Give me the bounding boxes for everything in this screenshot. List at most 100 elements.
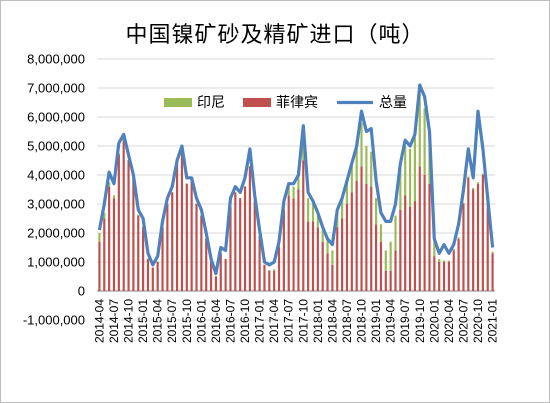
bar-indonesia bbox=[146, 258, 150, 260]
bar-philippines bbox=[292, 198, 295, 291]
bar-philippines bbox=[190, 180, 193, 291]
x-tick-label: 2015-01 bbox=[136, 299, 150, 343]
bar-philippines bbox=[360, 166, 363, 291]
x-tick-label: 2020-10 bbox=[471, 299, 485, 343]
bar-philippines bbox=[195, 204, 198, 291]
bar-indonesia bbox=[307, 198, 310, 222]
bar-indonesia bbox=[472, 188, 475, 190]
bar-indonesia bbox=[423, 108, 426, 175]
bar-philippines bbox=[142, 227, 145, 291]
bar-indonesia bbox=[404, 146, 407, 196]
x-tick-label: 2016-04 bbox=[209, 299, 223, 343]
bar-indonesia bbox=[112, 195, 116, 199]
bar-indonesia bbox=[355, 140, 358, 181]
bar-indonesia bbox=[433, 238, 436, 257]
bar-philippines bbox=[336, 227, 339, 291]
bar-philippines bbox=[311, 221, 315, 291]
bar-philippines bbox=[423, 175, 426, 291]
bar-philippines bbox=[472, 189, 475, 291]
bar-indonesia bbox=[268, 270, 271, 271]
x-tick-label: 2018-01 bbox=[311, 299, 325, 343]
bar-philippines bbox=[486, 204, 489, 291]
bar-indonesia bbox=[311, 204, 315, 222]
bar-indonesia bbox=[413, 137, 417, 202]
x-tick-label: 2016-07 bbox=[223, 299, 237, 343]
bar-philippines bbox=[161, 227, 164, 291]
x-tick-label: 2018-07 bbox=[340, 299, 354, 343]
bar-indonesia bbox=[491, 251, 494, 254]
bar-indonesia bbox=[331, 250, 334, 265]
bar-indonesia bbox=[151, 267, 154, 268]
bar-philippines bbox=[122, 140, 125, 291]
bar-indonesia bbox=[370, 151, 373, 187]
bar-philippines bbox=[248, 166, 251, 291]
bar-philippines bbox=[180, 151, 184, 291]
bar-indonesia bbox=[287, 186, 290, 196]
bar-philippines bbox=[316, 227, 319, 291]
x-tick-label: 2015-04 bbox=[151, 299, 165, 343]
bar-philippines bbox=[404, 195, 407, 291]
bar-indonesia bbox=[365, 146, 368, 184]
bar-philippines bbox=[146, 259, 150, 291]
x-tick-label: 2020-07 bbox=[456, 299, 470, 343]
y-tick-label: 2,000,000 bbox=[27, 226, 85, 241]
bar-philippines bbox=[277, 247, 281, 291]
bar-indonesia bbox=[326, 238, 329, 254]
x-tick-label: 2015-07 bbox=[165, 299, 179, 343]
bar-philippines bbox=[462, 204, 465, 291]
x-tick-label: 2016-01 bbox=[194, 299, 208, 343]
x-tick-label: 2017-10 bbox=[296, 299, 310, 343]
y-tick-label: 7,000,000 bbox=[27, 81, 85, 96]
bar-philippines bbox=[229, 206, 232, 291]
bar-indonesia bbox=[481, 173, 484, 175]
bar-philippines bbox=[112, 198, 116, 291]
bar-philippines bbox=[374, 224, 378, 291]
bar-philippines bbox=[438, 262, 441, 291]
bar-indonesia bbox=[447, 260, 450, 262]
bar-philippines bbox=[200, 215, 203, 291]
bar-indonesia bbox=[442, 260, 446, 262]
bar-philippines bbox=[433, 256, 436, 291]
bar-indonesia bbox=[156, 261, 159, 262]
bar-philippines bbox=[345, 204, 349, 291]
bar-indonesia bbox=[379, 224, 383, 242]
x-tick-label: 2017-01 bbox=[253, 299, 267, 343]
y-tick-label: 4,000,000 bbox=[27, 168, 85, 183]
x-tick-label: 2018-04 bbox=[325, 299, 339, 343]
bar-indonesia bbox=[108, 182, 111, 187]
bar-philippines bbox=[253, 201, 256, 291]
bar-indonesia bbox=[345, 180, 349, 204]
chart-title: 中国镍矿砂及精矿进口（吨） bbox=[125, 23, 425, 48]
bar-indonesia bbox=[292, 186, 295, 199]
x-tick-label: 2019-04 bbox=[384, 299, 398, 343]
bar-indonesia bbox=[462, 202, 465, 204]
bar-indonesia bbox=[452, 248, 455, 251]
bar-philippines bbox=[224, 259, 227, 291]
bar-philippines bbox=[452, 250, 455, 291]
x-tick-label: 2014-04 bbox=[92, 299, 106, 343]
bar-philippines bbox=[457, 238, 460, 291]
bar-philippines bbox=[394, 250, 397, 291]
x-tick-label: 2014-07 bbox=[107, 299, 121, 343]
bar-philippines bbox=[379, 241, 383, 291]
bar-philippines bbox=[108, 186, 111, 291]
bar-philippines bbox=[307, 221, 310, 291]
bar-indonesia bbox=[389, 241, 392, 271]
bar-philippines bbox=[98, 241, 101, 291]
bar-indonesia bbox=[297, 175, 300, 190]
bar-philippines bbox=[302, 160, 305, 291]
bar-philippines bbox=[297, 189, 300, 291]
bar-philippines bbox=[273, 270, 276, 291]
bar-philippines bbox=[127, 160, 130, 291]
bar-indonesia bbox=[360, 122, 363, 167]
line-total bbox=[97, 83, 495, 276]
bar-philippines bbox=[326, 253, 329, 291]
bar-philippines bbox=[166, 204, 169, 291]
bar-indonesia bbox=[137, 214, 140, 216]
bar-indonesia bbox=[98, 233, 101, 242]
bar-philippines bbox=[447, 262, 450, 291]
bar-philippines bbox=[331, 264, 334, 291]
x-tick-label: 2015-10 bbox=[180, 299, 194, 343]
bar-indonesia bbox=[399, 163, 402, 210]
bar-indonesia bbox=[384, 250, 387, 271]
